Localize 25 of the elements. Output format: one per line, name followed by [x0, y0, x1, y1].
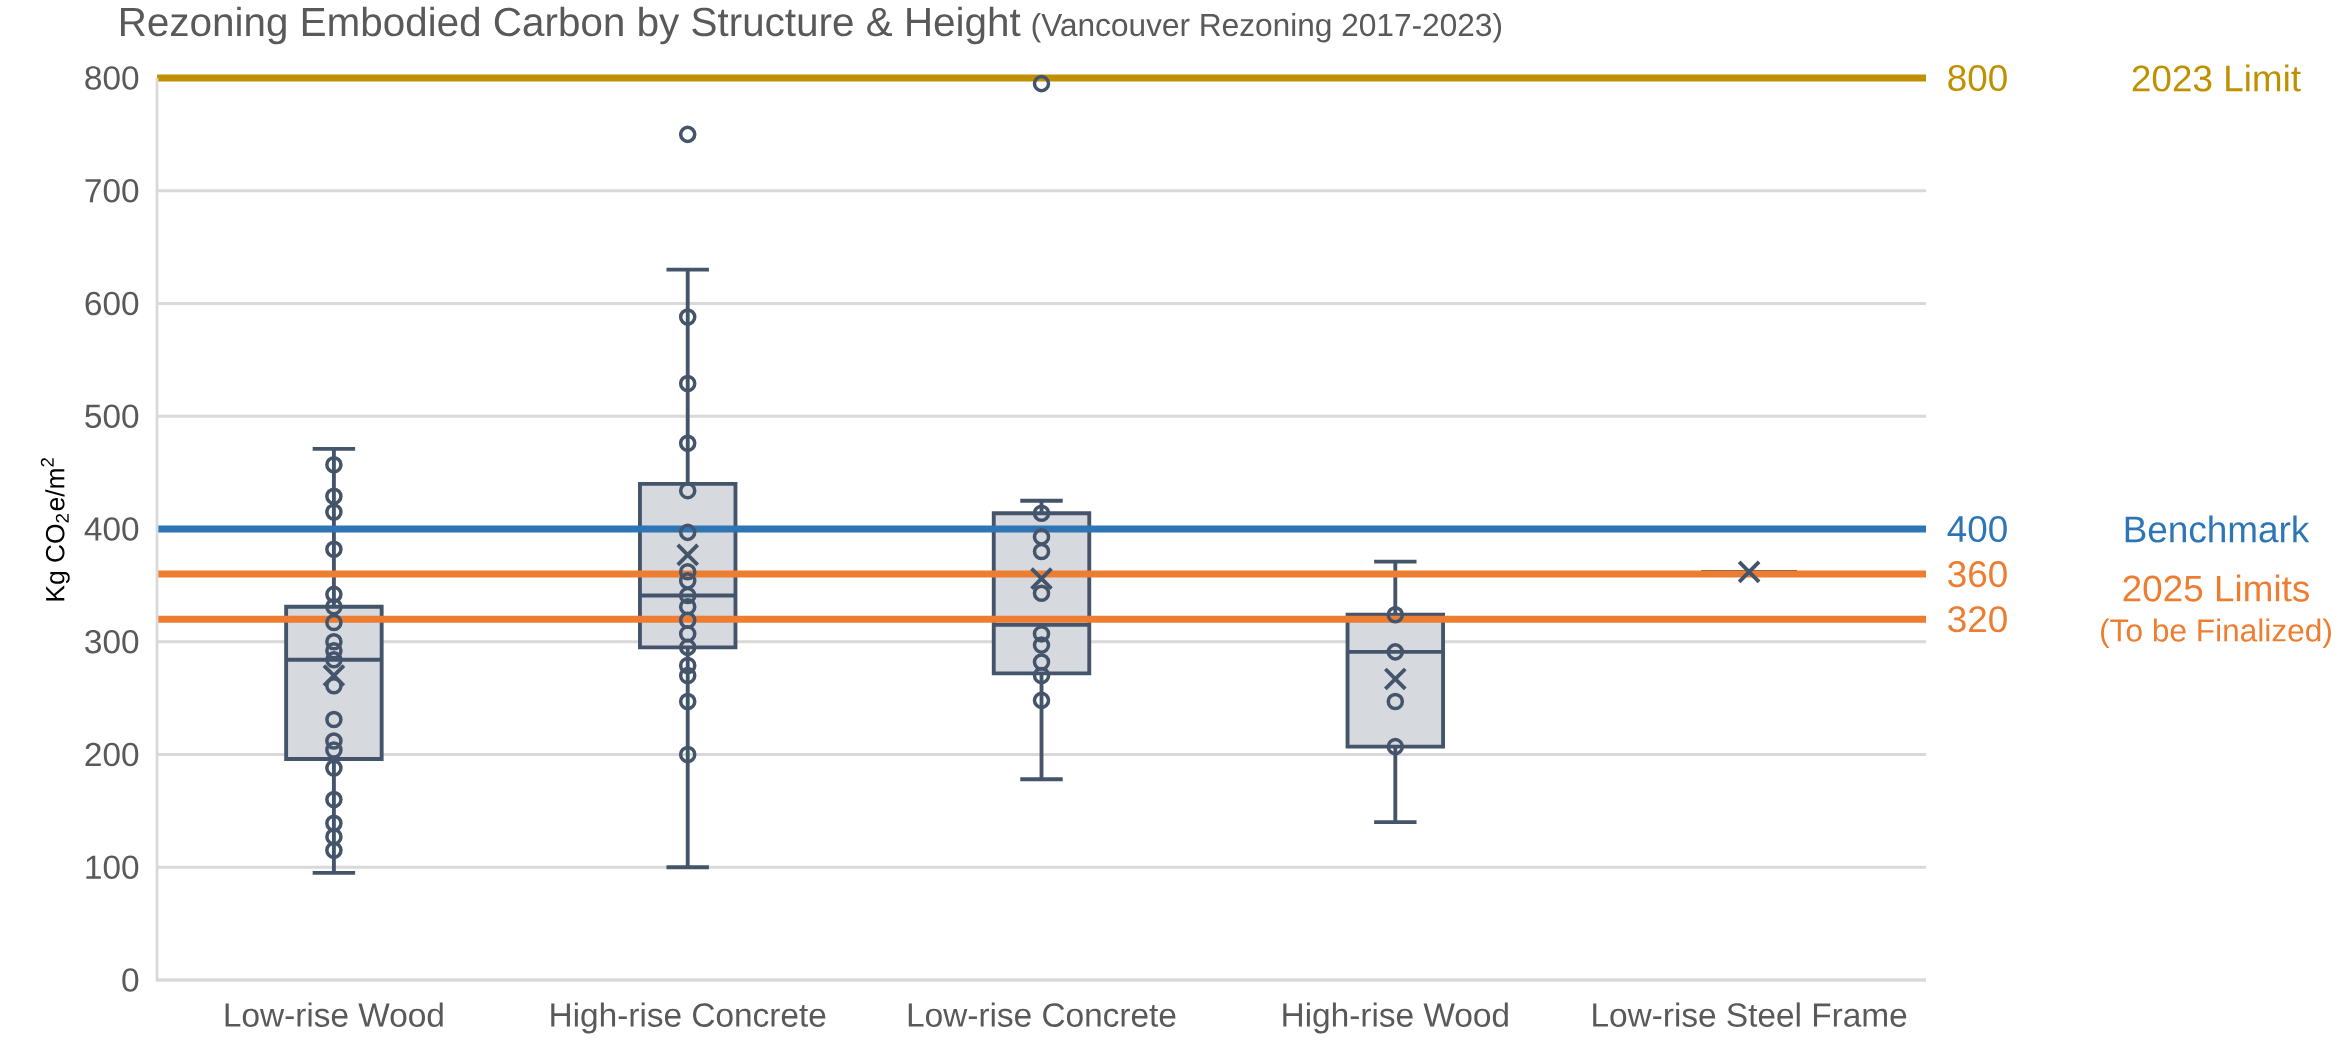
text: (To be Finalized): [2101, 618, 2331, 648]
ref-line-label: 400: [1947, 515, 2007, 543]
text: 2025 Limits: [2123, 574, 2309, 602]
y-tick-label: 600: [85, 291, 139, 316]
y-tick-label: 0: [122, 968, 139, 992]
y-tick-label: 300: [85, 629, 139, 654]
y-tick-label: 100: [86, 855, 139, 880]
y-tick-label: 400: [84, 517, 139, 541]
ref-line-label: 800: [1948, 64, 2007, 92]
ref-line-label: 360: [1948, 561, 2007, 588]
y-tick-label: 700: [85, 178, 139, 203]
y-tick-label: 500: [85, 404, 139, 429]
x-tick-label: Low-rise Concrete: [908, 1002, 1176, 1027]
chart-title: Rezoning Embodied Carbon by Structure & Height: [121, 6, 1021, 45]
text: 2023 Limit: [2132, 64, 2301, 92]
y-axis-title: Kg CO$_{2}$e/m$^{2}$: [40, 458, 70, 601]
x-tick-label: High-rise Concrete: [551, 1002, 826, 1034]
y-tick-label: 800: [85, 66, 139, 90]
chart-subtitle: (Vancouver Rezoning 2017-2023): [1032, 12, 1502, 43]
x-tick-label: High-rise Wood: [1283, 1002, 1508, 1034]
ref-line-label: 320: [1948, 606, 2007, 633]
y-tick-label: 200: [85, 742, 139, 767]
x-tick-label: Low-rise Steel Frame: [1593, 1002, 1907, 1027]
x-tick-label: Low-rise Wood: [225, 1002, 443, 1027]
text: Benchmark: [2125, 515, 2310, 543]
